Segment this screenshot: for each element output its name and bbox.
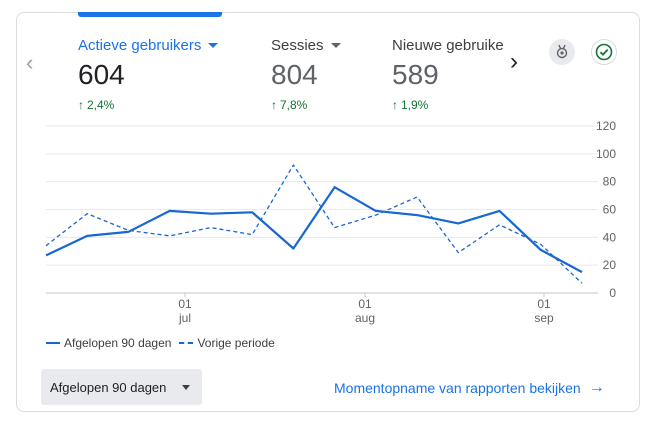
- active-tab-indicator: [78, 12, 222, 17]
- metric-change: ↑ 1,9%: [392, 98, 429, 112]
- view-snapshot-link[interactable]: Momentopname van rapporten bekijken →: [334, 379, 605, 396]
- legend-item-current: Afgelopen 90 dagen: [46, 336, 171, 350]
- dropdown-caret-icon[interactable]: [330, 43, 341, 48]
- legend-item-previous: Vorige periode: [179, 336, 275, 350]
- metric-new-users[interactable]: Nieuwe gebruike 589 ↑ 1,9%: [392, 37, 504, 112]
- check-circle-icon[interactable]: [591, 39, 617, 65]
- metric-value: 604: [78, 59, 125, 90]
- insights-glyph: [556, 44, 568, 59]
- arrow-up-icon: ↑: [271, 98, 277, 112]
- metric-value: 589: [392, 59, 439, 90]
- dropdown-arrow-icon: [182, 385, 190, 390]
- metric-change: ↑ 2,4%: [78, 98, 115, 112]
- insights-icon[interactable]: [549, 39, 575, 65]
- metric-value: 804: [271, 59, 318, 90]
- legend-dashed-line: [179, 342, 194, 344]
- metric-change: ↑ 7,8%: [271, 98, 308, 112]
- metric-label: Sessies: [271, 37, 341, 54]
- metric-label: Nieuwe gebruike: [392, 37, 504, 54]
- chevron-left-icon[interactable]: ‹: [26, 50, 34, 75]
- metric-label: Actieve gebruikers: [78, 37, 219, 54]
- check-glyph: [595, 43, 613, 61]
- metric-sessions[interactable]: Sessies 804 ↑ 7,8%: [271, 37, 341, 112]
- chevron-right-icon[interactable]: ›: [510, 48, 518, 75]
- date-range-select[interactable]: Afgelopen 90 dagen: [41, 369, 202, 405]
- metric-active-users[interactable]: Actieve gebruikers 604 ↑ 2,4%: [78, 37, 219, 112]
- arrow-up-icon: ↑: [78, 98, 84, 112]
- dropdown-caret-icon[interactable]: [208, 43, 219, 48]
- chart-legend: Afgelopen 90 dagen Vorige periode: [46, 336, 283, 350]
- arrow-up-icon: ↑: [392, 98, 398, 112]
- legend-solid-line: [46, 342, 60, 344]
- arrow-right-icon: →: [588, 379, 605, 396]
